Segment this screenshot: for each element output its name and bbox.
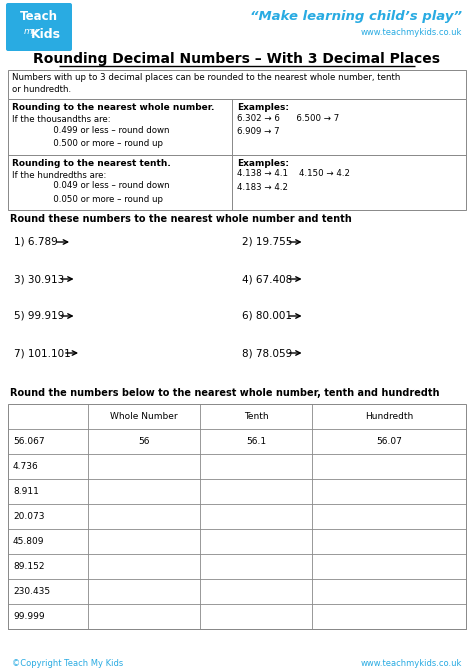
- Text: Rounding Decimal Numbers – With 3 Decimal Places: Rounding Decimal Numbers – With 3 Decima…: [34, 52, 440, 66]
- Text: 4.736: 4.736: [13, 462, 39, 471]
- Text: 56.1: 56.1: [246, 437, 266, 446]
- Text: 56: 56: [138, 437, 150, 446]
- Text: “Make learning child’s play”: “Make learning child’s play”: [250, 10, 462, 23]
- Text: 1) 6.789: 1) 6.789: [14, 237, 58, 247]
- Text: 6) 80.001: 6) 80.001: [242, 311, 292, 321]
- Bar: [8, 99, 466, 210]
- Text: www.teachmykids.co.uk: www.teachmykids.co.uk: [361, 28, 462, 37]
- Text: www.teachmykids.co.uk: www.teachmykids.co.uk: [361, 658, 462, 668]
- Text: 230.435: 230.435: [13, 587, 50, 596]
- Text: Rounding to the nearest whole number.: Rounding to the nearest whole number.: [12, 103, 214, 112]
- Text: 45.809: 45.809: [13, 537, 45, 546]
- Text: 56.067: 56.067: [13, 437, 45, 446]
- Text: 56.07: 56.07: [376, 437, 402, 446]
- Text: 8) 78.059: 8) 78.059: [242, 348, 292, 358]
- Text: Rounding to the nearest tenth.: Rounding to the nearest tenth.: [12, 158, 171, 168]
- Bar: [8, 70, 466, 99]
- Text: Round these numbers to the nearest whole number and tenth: Round these numbers to the nearest whole…: [10, 214, 352, 224]
- Text: 6.302 → 6      6.500 → 7
6.909 → 7: 6.302 → 6 6.500 → 7 6.909 → 7: [237, 114, 339, 136]
- Text: Round the numbers below to the nearest whole number, tenth and hundredth: Round the numbers below to the nearest w…: [10, 388, 439, 398]
- Text: Kids: Kids: [31, 28, 61, 42]
- Text: 0.499 or less – round down
               0.500 or more – round up: 0.499 or less – round down 0.500 or more…: [12, 126, 170, 148]
- Text: Examples:: Examples:: [237, 103, 289, 112]
- Text: 5) 99.919: 5) 99.919: [14, 311, 64, 321]
- Text: Whole Number: Whole Number: [110, 412, 178, 421]
- Text: Examples:: Examples:: [237, 158, 289, 168]
- Text: 0.049 or less – round down
               0.050 or more – round up: 0.049 or less – round down 0.050 or more…: [12, 181, 170, 204]
- Text: 8.911: 8.911: [13, 487, 39, 496]
- Text: If the hundredths are:: If the hundredths are:: [12, 170, 106, 180]
- Text: 2) 19.755: 2) 19.755: [242, 237, 292, 247]
- Text: Hundredth: Hundredth: [365, 412, 413, 421]
- Text: 99.999: 99.999: [13, 612, 45, 621]
- Text: Numbers with up to 3 decimal places can be rounded to the nearest whole number, : Numbers with up to 3 decimal places can …: [12, 73, 401, 95]
- Text: 3) 30.913: 3) 30.913: [14, 274, 64, 284]
- Text: 89.152: 89.152: [13, 562, 45, 571]
- FancyBboxPatch shape: [6, 3, 72, 51]
- Text: 4) 67.408: 4) 67.408: [242, 274, 292, 284]
- Text: Teach: Teach: [20, 11, 58, 23]
- Text: Tenth: Tenth: [244, 412, 268, 421]
- Text: my: my: [24, 26, 38, 36]
- Text: 7) 101.101: 7) 101.101: [14, 348, 71, 358]
- Bar: [8, 404, 466, 629]
- Text: 20.073: 20.073: [13, 512, 45, 521]
- Text: ©Copyright Teach My Kids: ©Copyright Teach My Kids: [12, 658, 123, 668]
- Text: If the thousandths are:: If the thousandths are:: [12, 115, 110, 124]
- Text: 4.138 → 4.1    4.150 → 4.2
4.183 → 4.2: 4.138 → 4.1 4.150 → 4.2 4.183 → 4.2: [237, 170, 350, 192]
